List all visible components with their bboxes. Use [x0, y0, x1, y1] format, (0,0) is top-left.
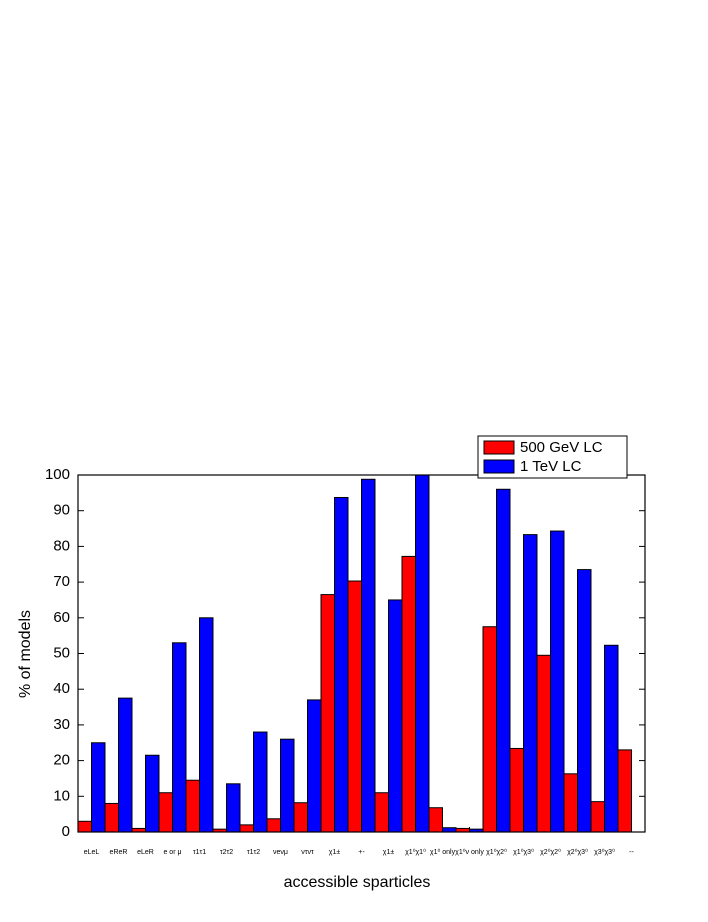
- x-tick-label: χ2⁰χ3⁰: [567, 848, 588, 856]
- x-tick-label: ντντ: [301, 849, 314, 856]
- y-tick-label: 40: [53, 680, 70, 697]
- x-tick-label: eLeR: [137, 849, 154, 856]
- x-tick-label: τ1τ2: [247, 849, 260, 856]
- bar: [91, 742, 106, 833]
- x-tick-label: e or μ: [163, 849, 181, 856]
- x-tick-label: νeνμ: [273, 849, 288, 856]
- y-tick-label: 10: [53, 787, 70, 804]
- x-tick-label: χ1⁰χ3⁰: [513, 848, 534, 856]
- legend-swatch: [483, 440, 515, 455]
- x-axis-label: accessible sparticles: [284, 874, 431, 891]
- x-tick-label: τ2τ2: [220, 849, 233, 856]
- bar: [266, 818, 281, 833]
- bar: [158, 792, 173, 833]
- y-tick-label: 90: [53, 502, 70, 519]
- y-tick-label: 80: [53, 537, 70, 554]
- legend-label: 1 TeV LC: [520, 458, 582, 475]
- bar: [104, 802, 119, 833]
- x-tick-label: χ1⁰ν only: [455, 848, 484, 856]
- bar: [482, 626, 497, 833]
- y-tick-label: 70: [53, 573, 70, 590]
- x-tick-label: χ1⁰χ2⁰: [486, 848, 507, 856]
- bar: [604, 644, 619, 833]
- bar: [563, 773, 578, 833]
- x-tick-label: +-: [358, 849, 365, 856]
- legend-swatch: [483, 459, 515, 474]
- x-tick-label: χ3⁰χ3⁰: [594, 848, 615, 856]
- x-tick-label: χ2⁰χ2⁰: [540, 848, 561, 856]
- y-tick-label: 20: [53, 752, 70, 769]
- bar: [145, 754, 160, 833]
- x-tick-label: χ1⁰ only: [430, 848, 456, 856]
- y-tick-label: 100: [45, 466, 70, 483]
- bar: [617, 749, 632, 833]
- legend-label: 500 GeV LC: [520, 439, 603, 456]
- bar: [347, 580, 362, 833]
- bar: [226, 783, 241, 833]
- bar: [509, 747, 524, 833]
- plot-frame: [77, 474, 646, 833]
- y-tick-label: 50: [53, 644, 70, 661]
- bar: [428, 807, 443, 833]
- bar: [577, 569, 592, 833]
- x-tick-label: τ1τ1: [193, 849, 206, 856]
- bar: [415, 474, 430, 833]
- y-axis-label: % of models: [17, 610, 34, 698]
- x-tick-label: --: [629, 849, 634, 856]
- bar: [496, 488, 511, 833]
- bar: [172, 642, 187, 833]
- bar: [361, 478, 376, 833]
- bar: [320, 594, 335, 833]
- x-tick-label: χ1⁰χ1⁰: [405, 848, 426, 856]
- bar: [590, 801, 605, 833]
- bar: [199, 617, 214, 833]
- bar: [239, 824, 254, 833]
- bar: [253, 731, 268, 833]
- x-tick-label: eLeL: [84, 849, 100, 856]
- x-tick-label: χ1±: [329, 849, 341, 856]
- bar: [307, 699, 322, 833]
- bar: [374, 792, 389, 833]
- bar: [536, 654, 551, 833]
- y-tick-label: 0: [62, 823, 70, 840]
- bar: [185, 779, 200, 833]
- bar: [550, 530, 565, 833]
- bar: [293, 802, 308, 833]
- bar: [280, 738, 295, 833]
- bar: [118, 697, 133, 833]
- bar: [334, 496, 349, 833]
- x-tick-label: eReR: [110, 849, 128, 856]
- bar: [442, 827, 457, 833]
- bar: [401, 555, 416, 833]
- x-tick-label: χ1±: [383, 849, 395, 856]
- y-tick-label: 30: [53, 716, 70, 733]
- y-tick-label: 60: [53, 609, 70, 626]
- bar: [77, 820, 92, 833]
- bar: [523, 534, 538, 833]
- bar: [388, 599, 403, 833]
